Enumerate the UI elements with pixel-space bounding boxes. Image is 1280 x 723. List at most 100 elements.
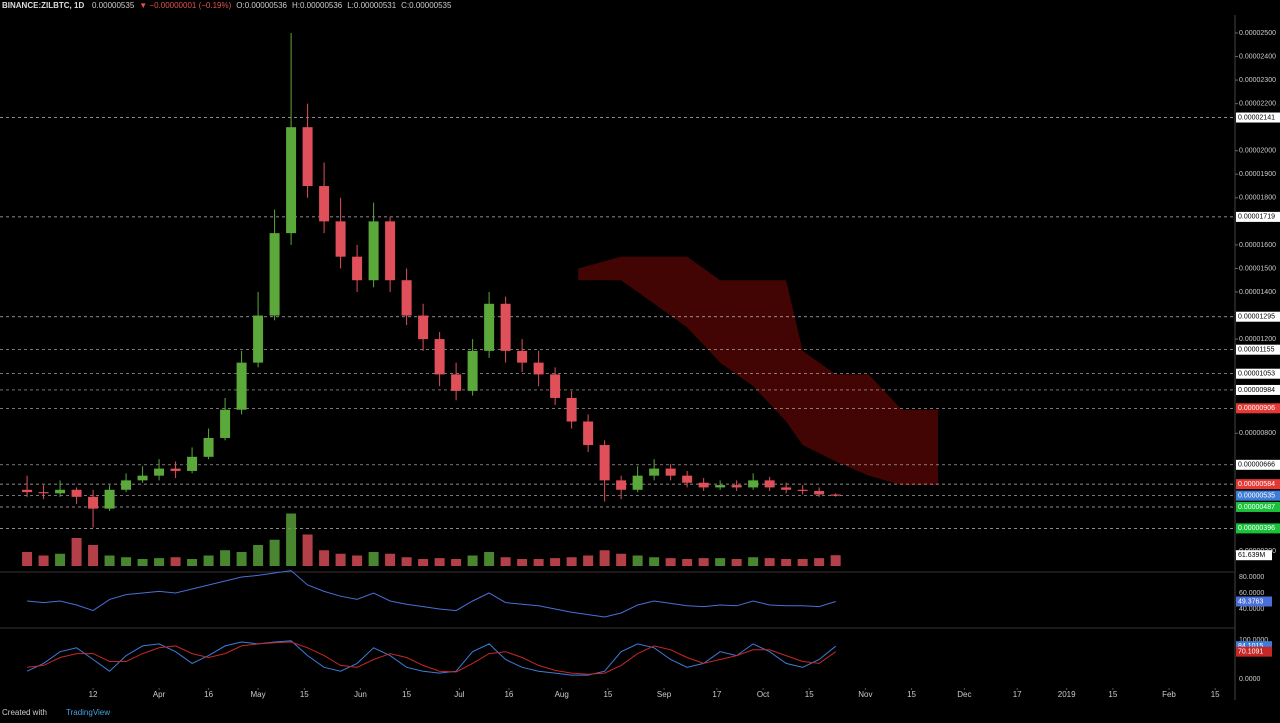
y-tick-label: 0.00001400 [1239,289,1276,296]
rsi-label-box [1236,596,1272,607]
volume-bar [302,534,313,566]
volume-bar [203,555,214,566]
x-tick-label: 16 [504,690,513,699]
volume-label: 61.639M [1238,552,1265,559]
level-label-box [1236,311,1280,322]
volume-bar [352,555,363,566]
stoch-tick-label: 0.0000 [1239,676,1261,683]
x-tick-label: Oct [757,690,770,699]
stoch-tick-label: 100.0000 [1239,637,1268,644]
volume-bar [665,558,676,566]
volume-label-box [1236,550,1272,561]
candle-body [550,374,561,398]
candle-body [352,256,363,281]
level-label: 0.00002141 [1238,114,1275,121]
level-label: 0.00001053 [1238,371,1275,378]
level-label-box [1236,344,1280,355]
level-label-box [1236,523,1280,534]
candle-body [616,480,627,490]
volume-bar [797,559,808,566]
volume-bar [764,558,775,566]
level-label-box [1236,211,1280,222]
candle-body [286,127,297,234]
level-label: 0.00000535 [1238,493,1275,500]
stoch-label: 70.1091 [1238,649,1263,656]
candle-body [121,480,132,490]
candle-body [55,489,66,494]
y-tick-label: 0.00002500 [1239,30,1276,37]
volume-bar [682,559,693,566]
volume-bar [286,513,297,566]
stoch-label-box [1236,641,1272,652]
candle-body [22,489,33,493]
candle-body [335,221,346,257]
candle-body [154,468,165,476]
volume-bar [830,555,841,566]
candle-body [451,374,462,391]
volume-bar [236,552,247,566]
y-tick-label: 0.00002200 [1239,100,1276,107]
level-label-box [1236,403,1280,414]
volume-bar [187,559,198,566]
candle-body [253,315,264,363]
volume-bar [401,557,412,566]
y-tick-label: 0.00002000 [1239,148,1276,155]
x-tick-label: 15 [805,690,814,699]
volume-bar [88,545,99,566]
y-tick-label: 0.00001900 [1239,171,1276,178]
x-tick-label: 15 [603,690,612,699]
volume-bar [104,555,115,566]
candle-body [698,482,709,488]
y-tick-label: 0.00001600 [1239,242,1276,249]
x-tick-label: Jun [354,690,367,699]
candle-body [418,315,429,340]
level-label: 0.00000487 [1238,504,1275,511]
candle-body [401,280,412,316]
level-label-box [1236,368,1280,379]
rsi-line [27,570,836,618]
volume-bar [269,539,280,566]
volume-bar [451,559,462,566]
candle-body [748,480,759,488]
level-label-box [1236,490,1280,501]
candle-body [269,233,280,316]
candle-body [220,409,231,438]
volume-bar [566,557,577,566]
level-label: 0.00001295 [1238,314,1275,321]
candle-body [599,445,610,481]
candle-body [682,475,693,483]
volume-bar [616,553,627,566]
rsi-label: 49.3763 [1238,598,1263,605]
candle-body [38,492,49,494]
level-label-box [1236,501,1280,512]
footer-brand[interactable]: TradingView [66,708,110,717]
volume-bar [335,553,346,566]
x-tick-label: Sep [657,690,672,699]
volume-bar [253,545,264,566]
candle-body [187,456,198,471]
level-label: 0.00001155 [1238,347,1275,354]
x-tick-label: Jul [454,690,464,699]
level-label-box [1236,459,1280,470]
y-tick-label: 0.00002300 [1239,77,1276,84]
candle-body [467,350,478,391]
x-tick-label: Apr [153,690,166,699]
footer-text: Created with [2,708,47,717]
stoch-label-box [1236,646,1272,657]
volume-bar [533,559,544,566]
volume-bar [467,555,478,566]
volume-bar [781,559,792,566]
x-tick-label: 15 [907,690,916,699]
volume-bar [731,559,742,566]
candle-body [715,485,726,488]
level-label: 0.00000584 [1238,481,1275,488]
candle-body [71,489,82,497]
level-label: 0.00000984 [1238,387,1275,394]
candle-body [203,437,214,457]
candle-body [137,475,148,481]
stoch-label: 84.1015 [1238,643,1263,650]
volume-bar [71,538,82,566]
volume-bar [550,558,561,566]
stoch-line [27,641,836,675]
